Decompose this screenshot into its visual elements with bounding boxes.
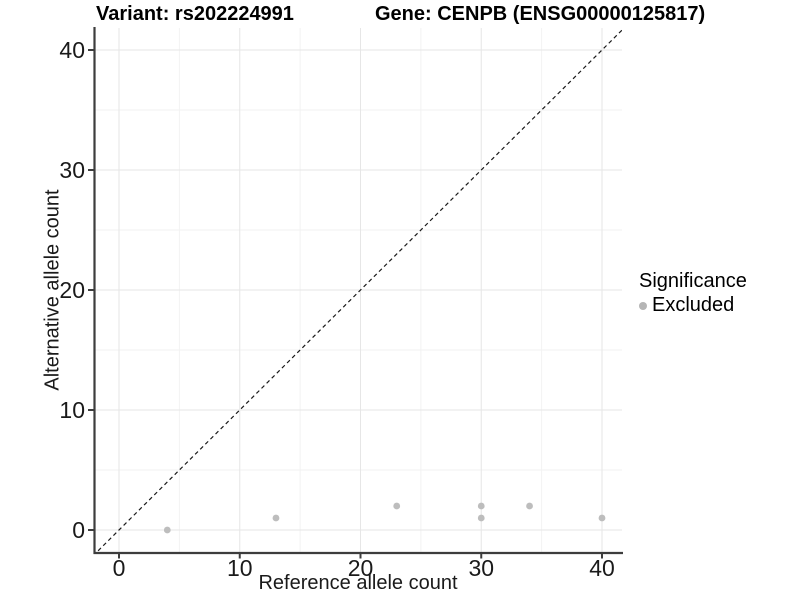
x-tick-label: 40 <box>589 555 615 581</box>
x-tick-label: 20 <box>348 555 374 581</box>
legend-item-excluded: Excluded <box>639 294 747 317</box>
legend-item-label: Excluded <box>652 294 735 316</box>
data-point <box>272 514 280 522</box>
data-point <box>163 526 171 534</box>
legend-title: Significance <box>639 270 747 292</box>
data-point <box>526 502 533 510</box>
y-tick-label: 0 <box>72 517 85 543</box>
x-axis-label: Reference allele count <box>258 572 458 594</box>
data-point <box>477 502 485 510</box>
y-tick-label: 10 <box>59 397 85 423</box>
x-tick-label: 10 <box>227 555 253 581</box>
legend: Significance Excluded <box>639 269 747 317</box>
data-point <box>598 514 606 522</box>
plot-title-gene: Gene: CENPB (ENSG00000125817) <box>375 3 706 25</box>
y-tick-label: 40 <box>59 37 85 63</box>
data-point <box>477 514 485 522</box>
y-tick-label: 30 <box>59 157 85 183</box>
y-tick-label: 20 <box>59 277 85 303</box>
excluded-point-icon <box>639 301 647 310</box>
y-axis-label: Alternative allele count <box>41 189 64 391</box>
plot-title-variant: Variant: rs202224991 <box>96 3 294 25</box>
x-tick-label: 30 <box>468 555 494 581</box>
x-tick-label: 0 <box>113 555 126 581</box>
identity-line <box>95 29 622 553</box>
data-point <box>393 502 401 510</box>
